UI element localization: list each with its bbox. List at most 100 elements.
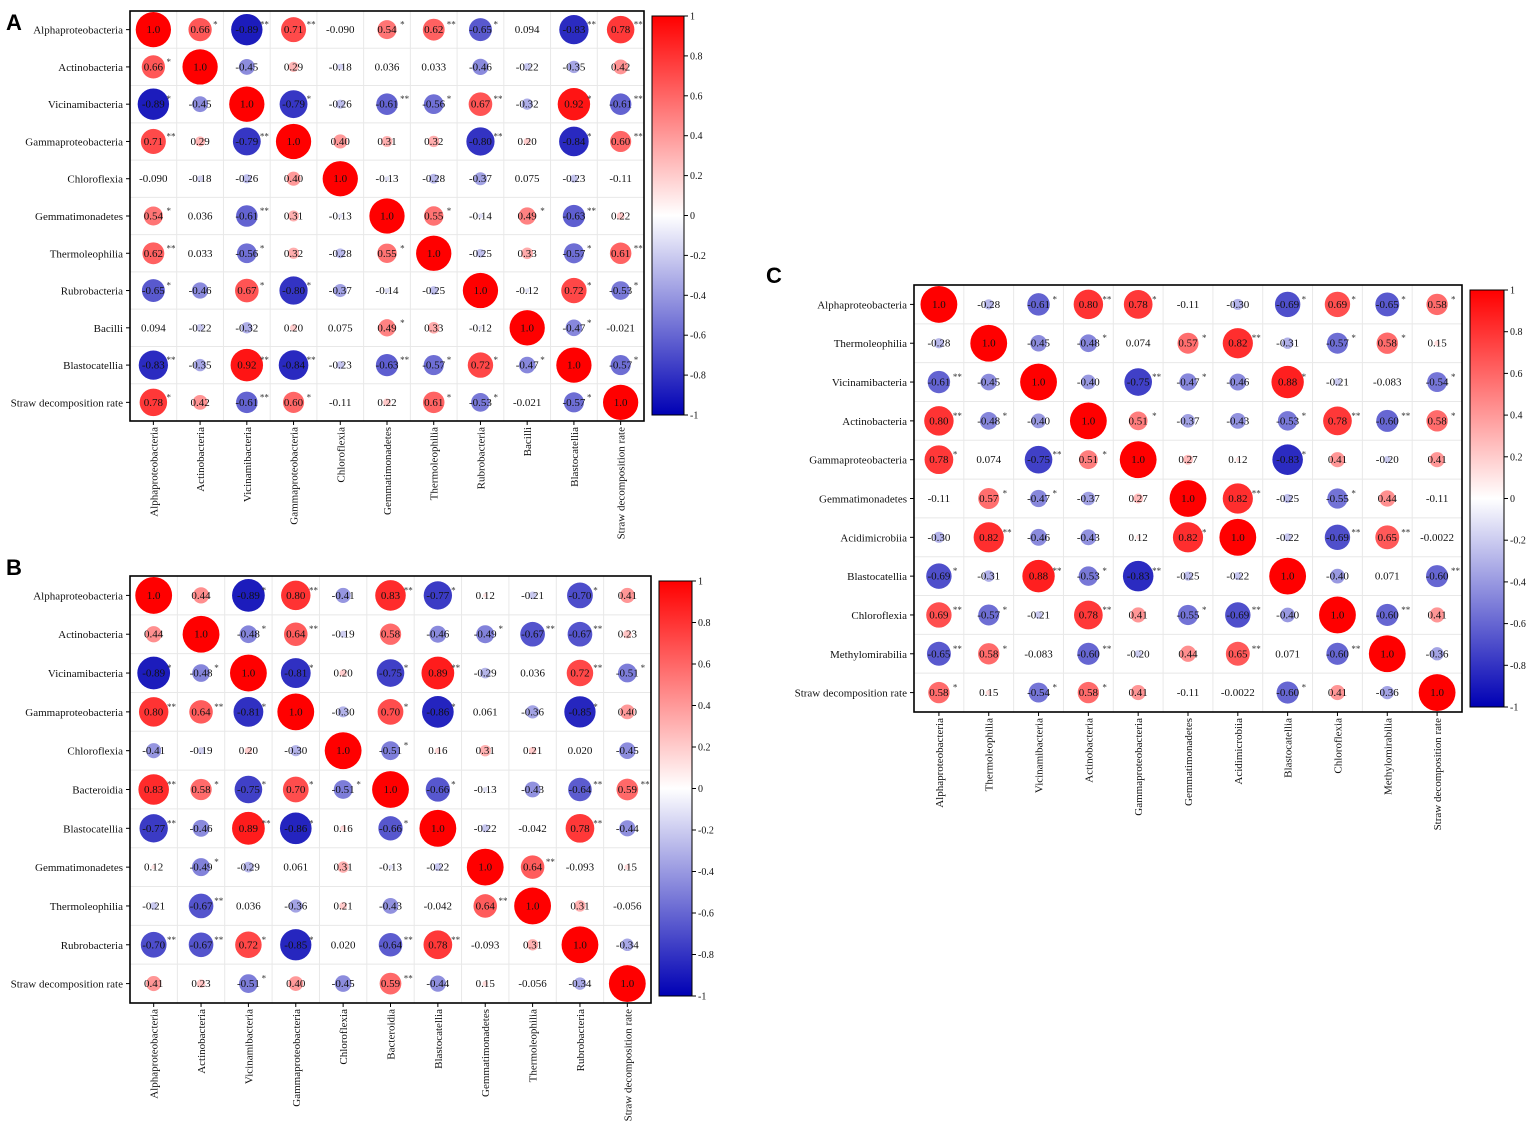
correlation-value: -0.49 (474, 629, 497, 641)
significance-mark: ** (167, 780, 177, 790)
correlation-value: -0.21 (142, 900, 165, 912)
correlation-value: 0.033 (188, 248, 213, 260)
correlation-value: 0.061 (283, 862, 308, 874)
correlation-circle (236, 243, 257, 264)
correlation-circle (1077, 642, 1100, 665)
correlation-circle (280, 658, 311, 688)
significance-mark: ** (1152, 372, 1162, 382)
correlation-circle (569, 174, 578, 183)
correlation-circle (1078, 566, 1099, 586)
significance-mark: ** (587, 206, 597, 216)
correlation-value: -0.13 (376, 173, 399, 185)
correlation-circle (196, 323, 204, 332)
correlation-value: -0.43 (1226, 415, 1249, 427)
correlation-circle (244, 747, 253, 755)
correlation-value: -0.65 (1376, 299, 1399, 311)
correlation-value: 1.0 (1181, 493, 1195, 505)
significance-mark: ** (447, 20, 457, 30)
correlation-value: 0.58 (381, 629, 401, 641)
correlation-value: 1.0 (333, 173, 347, 185)
correlation-circle (468, 18, 492, 42)
correlation-circle (1426, 565, 1449, 588)
significance-mark: * (953, 450, 958, 460)
significance-mark: * (1401, 294, 1406, 304)
correlation-circle (978, 488, 1000, 509)
correlation-value: 0.72 (239, 939, 258, 951)
correlation-circle (190, 778, 212, 801)
correlation-value: -0.55 (1177, 609, 1200, 621)
correlation-value: 0.15 (476, 978, 496, 990)
correlation-circle (191, 282, 209, 299)
significance-mark: * (262, 624, 267, 634)
correlation-circle (978, 604, 1000, 626)
colorbar (658, 580, 693, 997)
correlation-circle (563, 392, 584, 413)
row-label: Thermoleophilia (50, 901, 123, 913)
correlation-circle (556, 347, 592, 383)
correlation-value: -0.60 (1376, 609, 1399, 621)
correlation-circle (985, 689, 992, 696)
row-label: Alphaproteobacteria (33, 590, 123, 602)
significance-mark: * (307, 94, 312, 104)
colorbar-tick-label: -0.4 (690, 291, 706, 302)
significance-mark: * (587, 392, 592, 402)
correlation-circle (138, 697, 169, 727)
row-label: Vicinamibacteria (832, 377, 907, 389)
correlation-circle (523, 137, 531, 145)
correlation-value: -0.69 (1326, 532, 1349, 544)
correlation-value: -0.042 (518, 823, 546, 835)
colorbar-tick-label: -0.2 (698, 826, 714, 837)
correlation-value: -0.43 (521, 784, 544, 796)
row-label: Methylomirabilia (830, 649, 907, 661)
correlation-value: 0.78 (144, 397, 164, 409)
correlation-circle (983, 570, 995, 582)
correlation-value: 0.42 (611, 61, 630, 73)
row-label: Gammaproteobacteria (25, 707, 123, 719)
significance-mark: ** (634, 94, 644, 104)
correlation-value: 0.075 (328, 322, 353, 334)
correlation-circle (339, 669, 347, 677)
correlation-value: 0.58 (1378, 338, 1398, 350)
correlation-circle (236, 205, 258, 227)
correlation-value: -0.56 (422, 99, 445, 111)
correlation-value: -0.090 (139, 173, 168, 185)
correlation-value: -0.67 (521, 629, 544, 641)
correlation-circle (378, 319, 396, 337)
row-label: Gemmatimonadetes (819, 494, 907, 506)
correlation-value: -0.57 (562, 248, 585, 260)
correlation-value: 0.33 (424, 322, 444, 334)
colorbar-tick-label: 0 (698, 784, 703, 795)
correlation-value: -0.60 (1326, 648, 1349, 660)
significance-mark: ** (546, 857, 556, 867)
correlation-value: 0.88 (1278, 377, 1298, 389)
significance-mark: ** (1102, 644, 1112, 654)
significance-mark: * (1351, 489, 1356, 499)
correlation-circle (235, 931, 262, 959)
correlation-circle (1119, 441, 1157, 479)
correlation-circle (481, 824, 490, 833)
correlation-value: 0.41 (1427, 609, 1446, 621)
correlation-circle (1134, 650, 1142, 658)
correlation-value: 0.64 (523, 862, 543, 874)
correlation-value: 0.60 (284, 397, 304, 409)
correlation-circle (1375, 525, 1400, 550)
correlation-circle (567, 60, 581, 74)
correlation-value: -0.57 (422, 360, 445, 372)
correlation-value: -0.54 (1426, 377, 1449, 389)
correlation-value: 0.61 (611, 248, 630, 260)
correlation-value: 1.0 (474, 285, 488, 297)
colorbar-tick-label: 0.6 (690, 91, 703, 102)
significance-mark: ** (634, 20, 644, 30)
correlation-circle (1232, 298, 1244, 310)
correlation-value: 0.82 (1228, 338, 1247, 350)
correlation-circle (379, 623, 402, 645)
correlation-value: 1.0 (932, 299, 946, 311)
correlation-value: -0.48 (1077, 338, 1100, 350)
column-label: Alphaproteobacteria (148, 427, 160, 517)
correlation-circle (384, 288, 390, 294)
significance-mark: * (307, 281, 312, 291)
correlation-circle (192, 394, 208, 410)
correlation-circle (979, 412, 998, 430)
significance-mark: * (540, 206, 545, 216)
significance-mark: ** (167, 818, 177, 828)
